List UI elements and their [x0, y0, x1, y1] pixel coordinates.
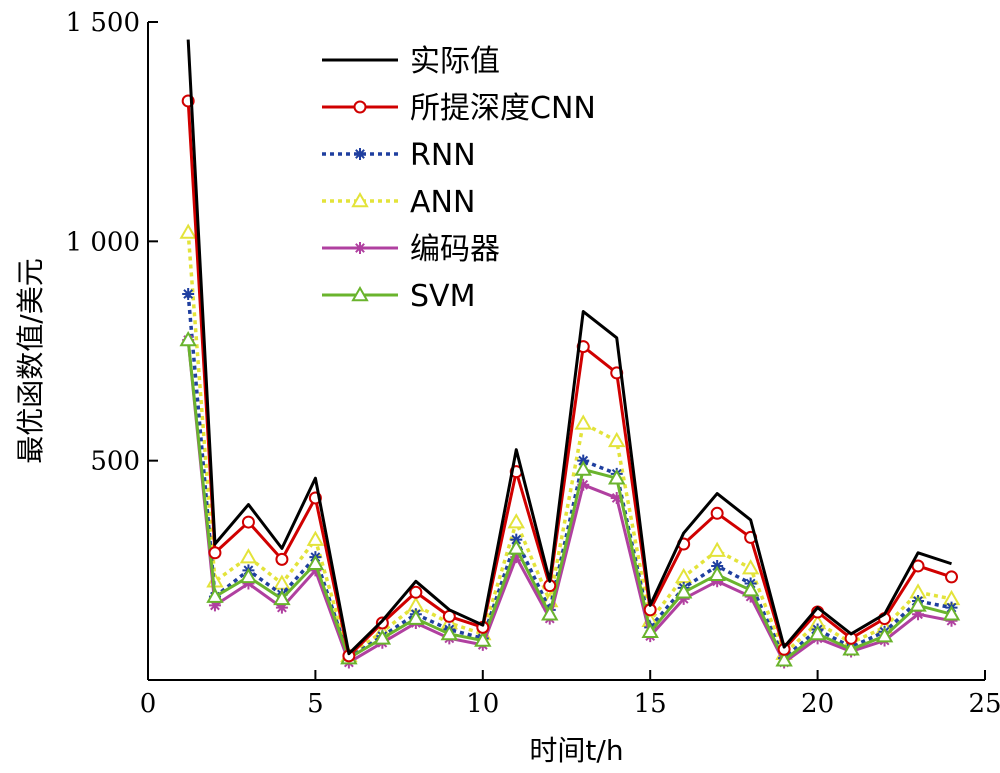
data-point [182, 287, 195, 300]
axes: 0 5 10 15 20 25 500 1 000 1 500 时间t/h 最优函数值/美元 [14, 8, 1000, 767]
y-tick-label: 1 500 [66, 8, 140, 38]
legend-label: RNN [410, 138, 476, 173]
legend-marker [354, 148, 366, 160]
data-point [239, 567, 258, 584]
y-axis-title: 最优函数值/美元 [14, 258, 47, 463]
data-point [711, 575, 724, 588]
legend-entry-2: RNN [322, 138, 476, 173]
legend-marker [351, 285, 369, 302]
legend-marker [353, 100, 367, 114]
data-point [507, 513, 526, 529]
legend-entry-4: 编码器 [322, 232, 500, 267]
x-tick-label: 15 [634, 689, 667, 719]
series-line [186, 293, 952, 660]
data-point [440, 624, 459, 641]
x-tick-label: 0 [140, 689, 157, 719]
data-point [474, 631, 492, 647]
data-point [242, 577, 255, 590]
x-tick-label: 25 [968, 689, 1000, 719]
data-point [541, 605, 559, 621]
legend-label: 所提深度CNN [410, 91, 596, 126]
data-point [945, 570, 959, 584]
x-axis-title: 时间t/h [529, 734, 623, 767]
data-point [708, 541, 726, 557]
data-point [875, 627, 894, 643]
data-point [208, 599, 221, 612]
data-point [275, 601, 288, 614]
data-point [912, 608, 925, 621]
data-point [942, 605, 961, 621]
data-point [306, 530, 325, 546]
data-point [710, 506, 724, 520]
data-point [409, 585, 423, 599]
plot-area [179, 39, 961, 669]
series-5 [179, 331, 961, 667]
data-point [206, 587, 224, 603]
series-line [186, 39, 952, 656]
x-tick-label: 5 [307, 689, 324, 719]
legend-label: SVM [410, 279, 475, 314]
data-point [510, 551, 523, 564]
series-0 [186, 39, 952, 656]
data-point [607, 431, 626, 448]
legend-label: ANN [410, 185, 475, 220]
data-point [577, 478, 590, 491]
y-tick-label: 500 [90, 447, 140, 477]
legend-label: 实际值 [410, 44, 500, 79]
legend-marker [354, 242, 366, 254]
data-point [239, 548, 258, 564]
data-point [741, 581, 760, 597]
data-point [375, 616, 389, 630]
data-point [306, 554, 325, 571]
data-point [179, 331, 197, 347]
data-point [179, 223, 197, 239]
data-point [407, 609, 425, 625]
y-tick-label: 1 000 [66, 227, 140, 257]
data-point [507, 539, 526, 555]
data-point [574, 460, 592, 476]
x-tick-label: 20 [801, 689, 834, 719]
data-point [607, 469, 626, 485]
legend-entry-3: ANN [322, 185, 475, 220]
data-point [808, 624, 827, 641]
data-point [273, 589, 291, 606]
data-point [641, 622, 659, 638]
legend-entry-0: 实际值 [322, 44, 500, 79]
data-point [741, 559, 760, 575]
data-point [241, 515, 255, 529]
data-point [674, 583, 693, 599]
series-1 [181, 94, 959, 663]
legend-entry-5: SVM [322, 279, 475, 314]
data-point [309, 564, 322, 577]
data-point [574, 414, 592, 430]
data-point [208, 546, 222, 560]
data-point [775, 651, 793, 667]
data-point [610, 491, 623, 504]
data-point [275, 552, 289, 566]
legend-marker [351, 191, 369, 208]
series-4 [182, 334, 958, 669]
series-line [186, 339, 952, 664]
series-2 [182, 287, 958, 665]
data-point [708, 565, 726, 581]
data-point [945, 614, 958, 627]
data-point [909, 596, 927, 612]
x-tick-label: 10 [466, 689, 499, 719]
legend-entry-1: 所提深度CNN [322, 91, 596, 126]
legend-label: 编码器 [410, 232, 500, 267]
series-line [186, 100, 952, 658]
data-point [744, 590, 757, 603]
data-point [373, 629, 392, 645]
data-point [842, 640, 860, 656]
data-point [677, 592, 690, 605]
